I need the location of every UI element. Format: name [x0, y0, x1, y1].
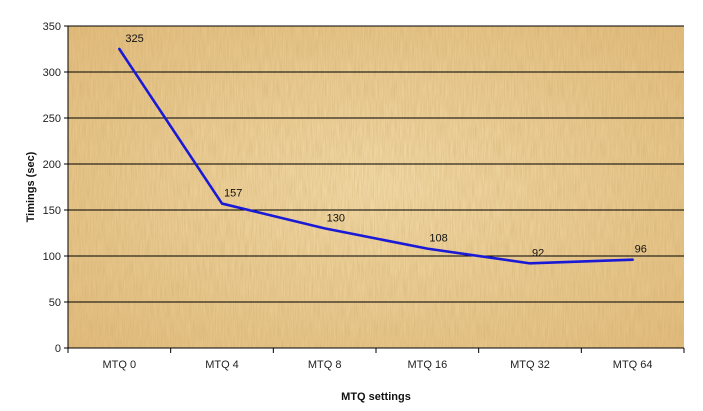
data-label: 108: [429, 233, 447, 245]
y-tick-label: 300: [43, 67, 61, 79]
y-tick-label: 250: [43, 113, 61, 125]
y-tick-label: 200: [43, 159, 61, 171]
y-tick-label: 100: [43, 251, 61, 263]
data-label: 325: [125, 33, 143, 45]
y-tick-label: 50: [49, 297, 61, 309]
y-axis-ticks: 0 50 100 150 200 250 300 350: [43, 21, 68, 355]
data-label: 130: [327, 212, 345, 224]
data-label: 96: [635, 244, 647, 256]
plot-area-texture: [68, 26, 684, 348]
y-tick-label: 350: [43, 21, 61, 33]
y-tick-label: 0: [55, 343, 61, 355]
x-tick-label: MTQ 32: [510, 359, 550, 371]
data-label: 92: [532, 247, 544, 259]
x-tick-label: MTQ 8: [308, 359, 342, 371]
x-tick-label: MTQ 4: [205, 359, 239, 371]
x-tick-label: MTQ 64: [613, 359, 653, 371]
x-tick-label: MTQ 16: [407, 359, 447, 371]
data-label: 157: [224, 188, 242, 200]
x-axis-title: MTQ settings: [341, 391, 411, 403]
y-tick-label: 150: [43, 205, 61, 217]
x-tick-label: MTQ 0: [103, 359, 137, 371]
y-axis-title: Timings (sec): [25, 151, 37, 222]
x-axis-ticks: MTQ 0 MTQ 4 MTQ 8 MTQ 16 MTQ 32 MTQ 64: [68, 348, 684, 371]
